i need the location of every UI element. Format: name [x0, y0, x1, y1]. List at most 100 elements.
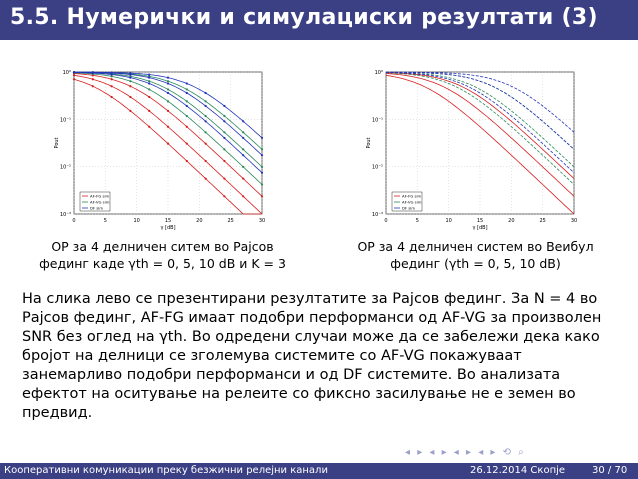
left-chart-caption: OP за 4 делничен ситем во Рајсов фединг …	[10, 238, 315, 272]
series-marker	[148, 82, 151, 85]
right-caption-line1: OP за 4 делничен систем во Веибул	[357, 239, 594, 254]
legend-label: AF-FG sim	[402, 194, 422, 199]
series-marker	[185, 100, 188, 103]
x-tick-label: 30	[259, 218, 265, 224]
x-tick-label: 15	[477, 218, 483, 224]
x-tick-label: 10	[133, 218, 139, 224]
series-marker	[204, 131, 207, 134]
weibull-fading-chart: 0 5 10 15 20 25 30 10⁰ 10⁻¹ 10⁻² 10⁻³ γ [dB] Pout AF-…	[366, 70, 577, 231]
series-line	[385, 72, 575, 179]
series-marker	[72, 70, 76, 74]
series-marker	[204, 159, 207, 163]
y-axis-label: Pout	[366, 137, 372, 148]
series-marker	[148, 95, 151, 99]
x-tick-label: 30	[571, 218, 577, 224]
x-tick-label: 20	[508, 218, 514, 224]
series-marker	[260, 195, 264, 198]
series-marker	[166, 109, 170, 112]
series-line	[385, 72, 575, 173]
legend-label: AF-VG sim	[90, 200, 110, 205]
x-tick-label: 25	[227, 218, 233, 224]
series-marker	[223, 120, 226, 123]
series-marker	[242, 195, 245, 198]
series-line	[385, 72, 575, 185]
series-marker	[166, 125, 170, 128]
series-marker	[129, 85, 132, 88]
series-marker	[166, 100, 170, 103]
footer-bar: Кооперативни комуникации преку безжични …	[0, 463, 638, 479]
series-marker	[148, 88, 151, 91]
series-marker	[223, 195, 226, 198]
series-marker	[148, 73, 151, 76]
series-marker	[185, 88, 188, 91]
left-caption-line1: OP за 4 делничен ситем во Рајсов	[51, 239, 274, 254]
body-paragraph: На слика лево се презентирани резултатит…	[22, 291, 602, 421]
series-marker	[129, 109, 132, 112]
y-tick-label: 10⁰	[63, 70, 71, 76]
y-tick-label: 10⁻²	[372, 165, 383, 171]
series-marker	[204, 104, 207, 108]
y-tick-label: 10⁻¹	[60, 117, 71, 123]
y-axis-label: Pout	[54, 137, 60, 148]
series-marker	[129, 95, 132, 99]
series-marker	[166, 82, 170, 85]
series-marker	[260, 171, 264, 174]
series-marker	[185, 91, 188, 95]
series-marker	[129, 80, 132, 83]
series-marker	[129, 76, 132, 79]
right-caption-line2: фединг (γth = 0, 5, 10 dB)	[390, 256, 561, 271]
series-marker	[129, 72, 132, 75]
series-marker	[204, 120, 207, 123]
series-line	[386, 71, 575, 150]
series-marker	[185, 82, 188, 85]
legend-label: AF-VG sim	[402, 200, 422, 205]
legend-label: AF-FG sim	[90, 194, 110, 199]
series-marker	[242, 131, 245, 134]
series-marker	[223, 136, 226, 140]
series-marker	[223, 177, 226, 180]
series-marker	[204, 142, 207, 145]
series-marker	[260, 148, 264, 151]
series-marker	[166, 76, 170, 79]
legend-label: DF sim	[402, 206, 415, 211]
series-marker	[166, 142, 170, 145]
series-marker	[223, 148, 226, 151]
series-marker	[110, 75, 113, 78]
series-marker	[148, 76, 151, 79]
series-marker	[204, 114, 207, 118]
series-marker	[242, 177, 245, 180]
legend-box	[79, 191, 111, 212]
slide-title: 5.5. Нумерички и симулациски резултати (…	[10, 5, 598, 30]
x-tick-label: 5	[416, 218, 419, 224]
series-marker	[110, 71, 113, 74]
legend-box	[391, 191, 423, 212]
series-marker	[166, 91, 170, 95]
series-marker	[242, 148, 245, 151]
legend-label: DF sim	[90, 206, 103, 211]
series-marker	[166, 80, 170, 83]
footer-title: Кооперативни комуникации преку безжични …	[4, 465, 328, 476]
x-tick-label: 5	[104, 218, 107, 224]
series-marker	[185, 125, 188, 128]
beamer-navigation-icons[interactable]: ◂ ▸ ◂ ▸ ◂ ▸ ◂ ▸ ⟲ ⌕	[405, 447, 526, 458]
series-marker	[260, 136, 264, 140]
series-line	[385, 73, 575, 197]
series-marker	[223, 131, 226, 134]
series-marker	[110, 95, 113, 99]
series-marker	[185, 142, 188, 145]
title-bar: 5.5. Нумерички и симулациски резултати (…	[0, 0, 638, 40]
series-marker	[223, 159, 226, 163]
x-axis-label: γ [dB]	[472, 225, 487, 231]
x-axis-label: γ [dB]	[160, 225, 175, 231]
x-tick-label: 10	[445, 218, 451, 224]
plot-area	[385, 71, 575, 215]
series-marker	[185, 114, 188, 118]
x-tick-label: 0	[72, 218, 75, 224]
series-marker	[204, 91, 207, 95]
series-marker	[204, 100, 207, 103]
x-tick-label: 15	[165, 218, 171, 224]
rician-fading-chart: 0 5 10 15 20 25 30 10⁰ 10⁻¹ 10⁻² 10⁻³ γ [dB] Pout AF-…	[54, 70, 265, 231]
y-tick-label: 10⁻²	[60, 165, 71, 171]
series-marker	[91, 71, 94, 74]
series-marker	[72, 78, 76, 81]
